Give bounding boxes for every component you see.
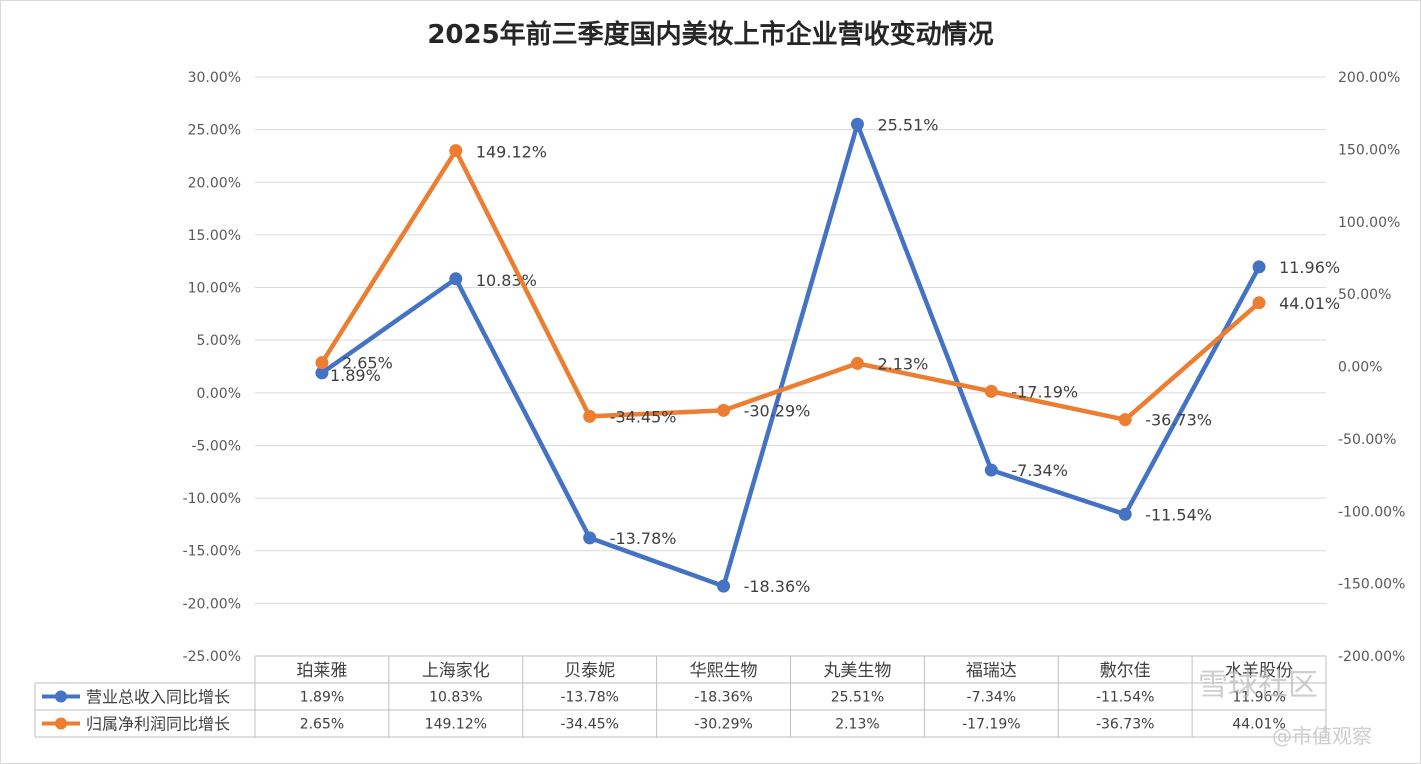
data-label: 2.13% — [877, 354, 928, 373]
right-tick-label: 100.00% — [1338, 215, 1400, 231]
left-tick-label: -5.00% — [191, 438, 241, 454]
data-label: -30.29% — [744, 401, 811, 420]
data-label: 25.51% — [877, 115, 938, 134]
left-tick-label: 0.00% — [197, 386, 241, 402]
right-tick-label: -50.00% — [1338, 432, 1396, 448]
table-cell: 10.83% — [429, 690, 482, 706]
series-point — [1118, 413, 1132, 427]
series-line — [319, 148, 1262, 422]
left-tick-label: -15.00% — [183, 544, 241, 560]
series-point — [1252, 296, 1266, 310]
series-point — [583, 409, 597, 423]
data-label: 149.12% — [476, 143, 547, 162]
category-label: 上海家化 — [422, 661, 490, 681]
left-y-axis: 30.00% 25.00% 20.00% 15.00% 10.00% 5.00% 0.00%… — [183, 70, 241, 665]
series-point — [850, 117, 864, 131]
right-tick-label: -200.00% — [1338, 649, 1405, 665]
data-label: 2.65% — [342, 354, 393, 373]
chart-title: 2025年前三季度国内美妆上市企业营收变动情况 — [427, 20, 994, 50]
category-label: 水羊股份 — [1225, 661, 1293, 681]
data-label: -17.19% — [1011, 382, 1078, 401]
left-tick-label: -20.00% — [183, 596, 241, 612]
right-tick-label: 0.00% — [1338, 360, 1382, 376]
data-label: -36.73% — [1145, 411, 1212, 430]
data-label: 44.01% — [1279, 294, 1340, 313]
series-line — [319, 122, 1262, 589]
table-cell: -11.54% — [1096, 690, 1154, 706]
table-cell: -7.34% — [967, 690, 1017, 706]
table-cell: -30.29% — [694, 717, 752, 733]
data-label: 1.89% — [330, 366, 381, 385]
left-tick-label: 5.00% — [197, 333, 241, 349]
table-cell: 2.65% — [300, 717, 344, 733]
right-tick-label: 150.00% — [1338, 142, 1400, 158]
table-cell: -18.36% — [694, 690, 752, 706]
category-label: 珀莱雅 — [296, 661, 347, 681]
table-cell: 2.13% — [835, 717, 879, 733]
table-cell: 25.51% — [831, 690, 884, 706]
series-point — [984, 384, 998, 398]
right-tick-label: 200.00% — [1338, 70, 1400, 86]
right-y-axis: 200.00% 150.00% 100.00% 50.00% 0.00% -50.00% -… — [1338, 70, 1405, 665]
series-point — [984, 463, 998, 477]
left-tick-label: 30.00% — [188, 70, 241, 86]
watermark-author: @市值观察 — [1272, 724, 1372, 748]
series-point — [583, 531, 597, 545]
series-point — [449, 272, 463, 286]
left-tick-label: 15.00% — [188, 228, 241, 244]
category-label: 贝泰妮 — [564, 661, 615, 681]
right-tick-label: -100.00% — [1338, 504, 1405, 520]
table-cell: 1.89% — [300, 690, 344, 706]
category-label: 华熙生物 — [690, 661, 758, 681]
series-point — [449, 144, 463, 158]
series-point — [1118, 507, 1132, 521]
legend-marker — [55, 690, 67, 703]
table-cell: -34.45% — [560, 717, 618, 733]
series-layer: 1.89% 10.83% -13.78% -18.36% 25.51% -7.34% -11… — [315, 115, 1340, 596]
watermark-logo: 雪球社区 — [1198, 668, 1318, 703]
table-cell: 149.12% — [425, 717, 487, 733]
legend-marker — [55, 717, 67, 730]
category-label: 福瑞达 — [966, 661, 1017, 681]
category-label: 敷尔佳 — [1100, 661, 1151, 681]
table-cell: 44.01% — [1232, 717, 1285, 733]
left-tick-label: 20.00% — [188, 175, 241, 191]
left-tick-label: 10.00% — [188, 281, 241, 297]
data-label: -34.45% — [610, 407, 677, 426]
left-tick-label: 25.00% — [188, 123, 241, 139]
left-tick-label: -25.00% — [183, 649, 241, 665]
data-label: -18.36% — [744, 577, 811, 596]
series-point — [315, 356, 329, 370]
left-tick-label: -10.00% — [183, 491, 241, 507]
gridlines — [255, 76, 1326, 604]
data-label: -11.54% — [1145, 505, 1212, 524]
data-label: -13.78% — [610, 529, 677, 548]
series-point — [717, 403, 731, 417]
table-cell: -13.78% — [560, 690, 618, 706]
legend-label: 营业总收入同比增长 — [86, 688, 230, 707]
series-point — [1252, 260, 1266, 274]
series-point — [850, 356, 864, 370]
right-tick-label: -150.00% — [1338, 577, 1405, 593]
table-cell: -36.73% — [1096, 717, 1154, 733]
right-tick-label: 50.00% — [1338, 287, 1391, 303]
category-label: 丸美生物 — [823, 661, 891, 681]
legend-label: 归属净利润同比增长 — [86, 715, 230, 734]
series-point — [717, 579, 731, 593]
data-label: -7.34% — [1011, 461, 1068, 480]
table-cell: -17.19% — [962, 717, 1020, 733]
data-label: 11.96% — [1279, 258, 1340, 277]
data-label: 10.83% — [476, 271, 537, 290]
table-cell: 11.96% — [1232, 690, 1285, 706]
